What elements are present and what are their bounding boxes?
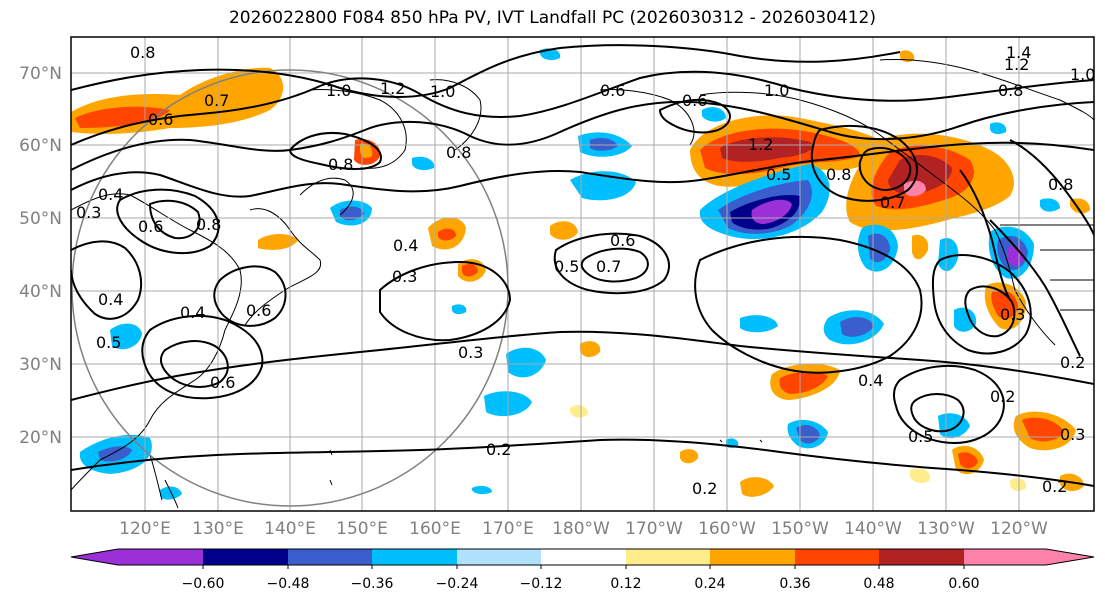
lon-labels: 120°E 130°E 140°E 150°E 160°E 170°E 180°… (119, 519, 1048, 539)
contour-label: 0.6 (246, 301, 271, 320)
contour-label: 0.3 (392, 267, 417, 286)
colorbar-swatch (457, 549, 541, 565)
colorbar-outline (70, 548, 1095, 566)
contour-label: 1.2 (748, 135, 773, 154)
colorbar-tick: 0.24 (694, 576, 725, 592)
contour-label: 0.3 (458, 343, 483, 362)
contour-label: 0.4 (98, 185, 123, 204)
lat-labels: 70°N 60°N 50°N 40°N 30°N 20°N (19, 64, 62, 448)
contour-label: 0.8 (196, 215, 221, 234)
lon-label: 140°E (264, 519, 316, 539)
lat-label: 50°N (19, 209, 62, 229)
colorbar: −0.60 −0.48 −0.36 −0.24 −0.12 0.12 0.24 … (70, 548, 1095, 592)
lat-label: 60°N (19, 136, 62, 156)
lat-label: 20°N (19, 428, 62, 448)
pv-shading (71, 48, 1090, 500)
contour-label: 0.2 (990, 387, 1015, 406)
contour-label: 0.6 (148, 110, 173, 129)
contour-label: 1.0 (1070, 65, 1095, 84)
colorbar-tick: −0.12 (520, 576, 563, 592)
coastlines (71, 59, 1094, 509)
contour-label: 0.5 (766, 165, 791, 184)
contour-label: 0.7 (204, 91, 229, 110)
map-border (70, 36, 1095, 512)
contour-label: 0.7 (596, 257, 621, 276)
pv-contours (71, 44, 1094, 487)
lon-label: 150°E (336, 519, 388, 539)
contour-label: 0.6 (682, 91, 707, 110)
lon-label: 130°W (917, 519, 975, 539)
contour-label: 0.4 (393, 236, 418, 255)
contour-label: 0.4 (98, 290, 123, 309)
lon-label: 120°W (990, 519, 1048, 539)
contour-label: 1.0 (430, 82, 455, 101)
contour-label: 0.8 (1048, 175, 1073, 194)
contour-label: 0.3 (1000, 305, 1025, 324)
colorbar-tick: 0.60 (948, 576, 979, 592)
contour-label: 0.6 (210, 373, 235, 392)
colorbar-tick: −0.36 (351, 576, 394, 592)
contour-label: 0.8 (130, 43, 155, 62)
colorbar-tick: −0.24 (436, 576, 479, 592)
contour-label: 0.5 (96, 333, 121, 352)
lon-label: 170°W (625, 519, 683, 539)
contour-label: 1.2 (380, 79, 405, 98)
lon-label: 180°W (552, 519, 610, 539)
contour-label: 1.0 (764, 81, 789, 100)
contour-label: 0.8 (446, 143, 471, 162)
colorbar-swatch (118, 549, 203, 565)
contour-label: 0.5 (908, 427, 933, 446)
colorbar-swatch (541, 549, 626, 565)
colorbar-swatch (795, 549, 879, 565)
contour-label: 0.8 (328, 155, 353, 174)
lon-label: 160°W (698, 519, 756, 539)
contour-label: 0.5 (554, 257, 579, 276)
lon-label: 130°E (192, 519, 244, 539)
contour-label: 0.2 (1042, 477, 1067, 496)
contour-label: 1.0 (326, 81, 351, 100)
contour-label: 0.2 (692, 479, 717, 498)
lon-label: 140°W (844, 519, 902, 539)
contour-label: 0.2 (1060, 353, 1085, 372)
contour-label: 0.6 (600, 81, 625, 100)
contour-label: 0.4 (180, 303, 205, 322)
contour-label: 0.2 (486, 440, 511, 459)
colorbar-tick: −0.60 (182, 576, 225, 592)
lat-label: 70°N (19, 64, 62, 84)
contour-label: 0.6 (610, 231, 635, 250)
contour-label: 0.3 (76, 203, 101, 222)
lon-label: 170°E (482, 519, 534, 539)
contour-labels: 0.8 0.6 0.7 1.0 1.2 1.0 0.8 0.4 0.3 0.8 … (76, 43, 1095, 498)
colorbar-swatch (710, 549, 795, 565)
colorbar-swatch (626, 549, 710, 565)
contour-label: 1.2 (1004, 55, 1029, 74)
colorbar-swatch (372, 549, 457, 565)
colorbar-swatch (964, 549, 1046, 565)
colorbar-tick: 0.48 (863, 576, 894, 592)
colorbar-tick: 0.36 (779, 576, 810, 592)
lat-label: 40°N (19, 282, 62, 302)
colorbar-tick: 0.12 (610, 576, 641, 592)
colorbar-tick: −0.48 (267, 576, 310, 592)
colorbar-swatch (879, 549, 964, 565)
colorbar-extend-max (1046, 549, 1094, 565)
colorbar-swatch (288, 549, 372, 565)
contour-label: 1.4 (1006, 43, 1031, 62)
contour-label: 0.6 (138, 217, 163, 236)
contour-label: 0.8 (826, 165, 851, 184)
contour-label: 0.3 (1060, 425, 1085, 444)
contour-label: 0.7 (880, 193, 905, 212)
lon-label: 150°W (771, 519, 829, 539)
lon-label: 120°E (119, 519, 171, 539)
map-title: 2026022800 F084 850 hPa PV, IVT Landfall… (228, 8, 876, 28)
colorbar-swatch (203, 549, 288, 565)
lat-label: 30°N (19, 355, 62, 375)
colorbar-extend-min (71, 549, 118, 565)
contour-label: 0.8 (998, 81, 1023, 100)
contour-label: 0.4 (858, 371, 883, 390)
lon-label: 160°E (409, 519, 461, 539)
